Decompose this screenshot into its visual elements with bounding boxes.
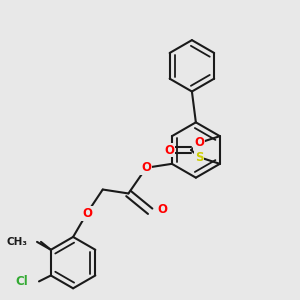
Text: O: O [82, 207, 92, 220]
Text: CH₃: CH₃ [6, 237, 27, 247]
Text: Cl: Cl [15, 275, 28, 288]
Text: O: O [164, 143, 174, 157]
Text: O: O [194, 136, 204, 149]
Text: O: O [141, 161, 151, 174]
Text: O: O [157, 203, 167, 216]
Text: S: S [195, 151, 203, 164]
